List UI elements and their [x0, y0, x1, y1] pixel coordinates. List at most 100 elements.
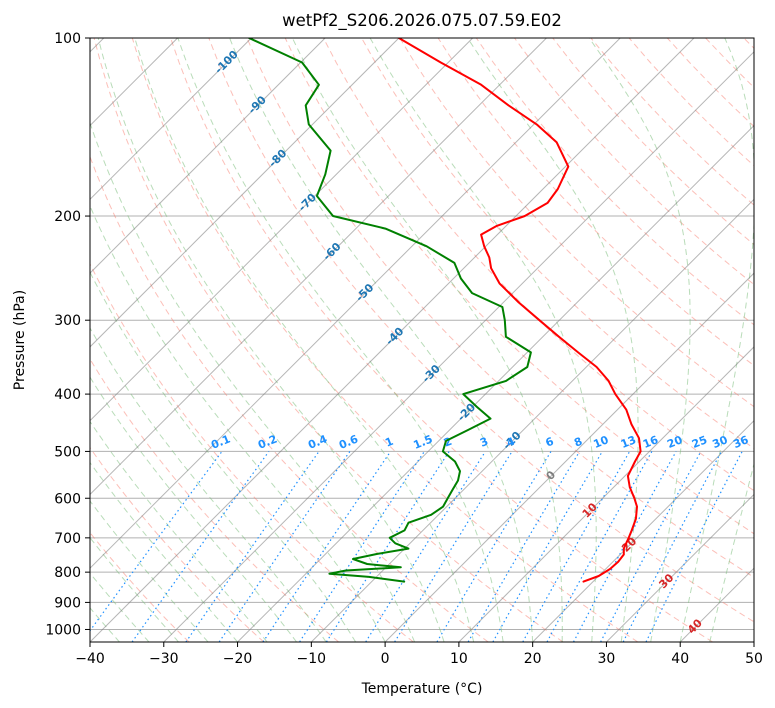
mixing-ratio-label: 30 [711, 433, 730, 451]
isotherm [90, 38, 547, 496]
mixing-ratio-label: 16 [641, 433, 660, 451]
y-tick-label: 900 [54, 595, 81, 611]
x-tick-label: −10 [297, 651, 327, 667]
x-tick-label: −40 [75, 651, 105, 667]
moist-adiabat [90, 536, 179, 642]
dry-adiabat [475, 38, 754, 326]
temperature-profile-line [397, 38, 642, 583]
chart-title: wetPf2_S206.2026.075.07.59.E02 [282, 11, 562, 31]
dry-adiabat [284, 38, 754, 535]
isotherm [458, 346, 754, 642]
x-tick-label: −30 [149, 651, 179, 667]
isotherm [90, 38, 326, 274]
moist-adiabat [291, 38, 563, 642]
x-axis-label: Temperature (°C) [361, 681, 483, 697]
pressure-gridlines [90, 37, 754, 630]
dry-adiabat [246, 38, 754, 578]
moist-adiabat [134, 38, 475, 642]
sounding-profiles [248, 38, 642, 583]
isotherm [90, 38, 474, 422]
dry-adiabats [90, 38, 754, 642]
x-tick-label: 40 [671, 651, 689, 667]
mixing-ratio-line [262, 451, 392, 642]
isotherm [90, 38, 252, 201]
y-tick-label: 500 [54, 444, 81, 460]
y-tick-label: 100 [54, 31, 81, 47]
isotherm [90, 38, 695, 642]
mixing-ratio-line [467, 451, 581, 642]
isotherm [384, 272, 754, 642]
dry-adiabat [208, 38, 754, 623]
dry-adiabat [90, 262, 414, 642]
moist-adiabat [90, 121, 416, 642]
mixing-ratio-lines [90, 451, 743, 642]
x-tick-label: 10 [450, 651, 468, 667]
isotherm [310, 198, 754, 642]
moist-adiabat [229, 38, 534, 642]
plot-frame [89, 37, 755, 643]
moist-adiabat [90, 271, 357, 642]
x-tick-label: 30 [598, 651, 616, 667]
mixing-ratio-label: 20 [665, 433, 684, 451]
mixing-ratio-line [394, 451, 513, 642]
isotherm [90, 38, 400, 348]
background-lines [90, 38, 754, 642]
y-axis-ticks: 100 200 300 400 500 600 700 800 900 1000 [45, 31, 90, 638]
moist-adiabat [90, 461, 238, 642]
y-tick-label: 200 [54, 209, 81, 225]
isotherm [606, 493, 754, 642]
dry-adiabat [437, 38, 754, 367]
mixing-ratio-label: 36 [731, 433, 750, 451]
x-tick-label: 20 [524, 651, 542, 667]
y-tick-label: 1000 [45, 622, 81, 638]
isotherm [237, 124, 754, 642]
moist-adiabat [588, 38, 691, 642]
moist-adiabat [90, 500, 209, 642]
moist-adiabat [177, 38, 504, 642]
mixing-ratio-line [299, 451, 425, 642]
mixing-ratio-line [546, 451, 653, 642]
moist-adiabat [90, 572, 150, 642]
y-tick-label: 800 [54, 565, 81, 581]
y-tick-label: 600 [54, 491, 81, 507]
mixing-ratio-label: 8 [572, 435, 584, 450]
dry-adiabat [514, 38, 754, 286]
isotherm [753, 641, 754, 642]
mixing-ratio-label: 13 [619, 433, 638, 451]
moist-adiabat [90, 327, 327, 642]
mixing-ratio-line [185, 451, 320, 642]
moist-adiabat [90, 204, 386, 642]
y-axis-label: Pressure (hPa) [12, 290, 28, 390]
isotherm [90, 38, 621, 569]
mixing-ratio-line [218, 451, 351, 642]
mixing-ratio-label: 1 [383, 435, 395, 450]
mixing-ratio-line [131, 451, 270, 642]
x-axis-ticks: −40 −30 −20 −10 0 10 20 30 40 50 [75, 642, 763, 667]
mixing-ratio-line [572, 451, 677, 642]
mixing-ratio-label: 3 [478, 435, 490, 450]
y-tick-label: 400 [54, 387, 81, 403]
x-tick-label: 0 [381, 651, 390, 667]
mixing-ratio-line [325, 451, 450, 642]
moist-adiabat [679, 38, 754, 642]
mixing-ratio-line [436, 451, 552, 642]
mixing-ratio-label: 10 [591, 433, 610, 451]
dewpoint-profile-line [248, 38, 532, 583]
isotherm [163, 51, 754, 642]
dry-adiabat [170, 38, 713, 642]
moist-adiabat [467, 38, 639, 642]
mixing-ratio-label: 2 [442, 435, 454, 450]
moist-adiabat [369, 38, 597, 642]
x-tick-label: −20 [223, 651, 253, 667]
mixing-ratio-line [645, 451, 743, 642]
plot-background [90, 38, 754, 642]
mixing-ratio-label: 25 [690, 433, 709, 451]
moist-adiabat [90, 376, 297, 642]
isotherm [532, 419, 754, 642]
dry-adiabat [322, 38, 754, 492]
moist-adiabat [97, 38, 445, 642]
moist-adiabats [90, 38, 754, 642]
isotherms [90, 38, 754, 642]
